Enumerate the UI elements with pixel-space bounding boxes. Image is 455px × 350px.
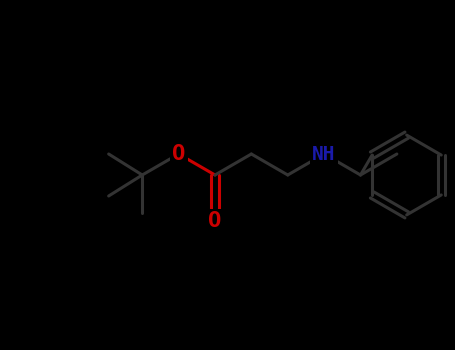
Text: O: O xyxy=(208,211,222,231)
Text: NH: NH xyxy=(313,145,336,163)
Text: O: O xyxy=(172,144,185,164)
